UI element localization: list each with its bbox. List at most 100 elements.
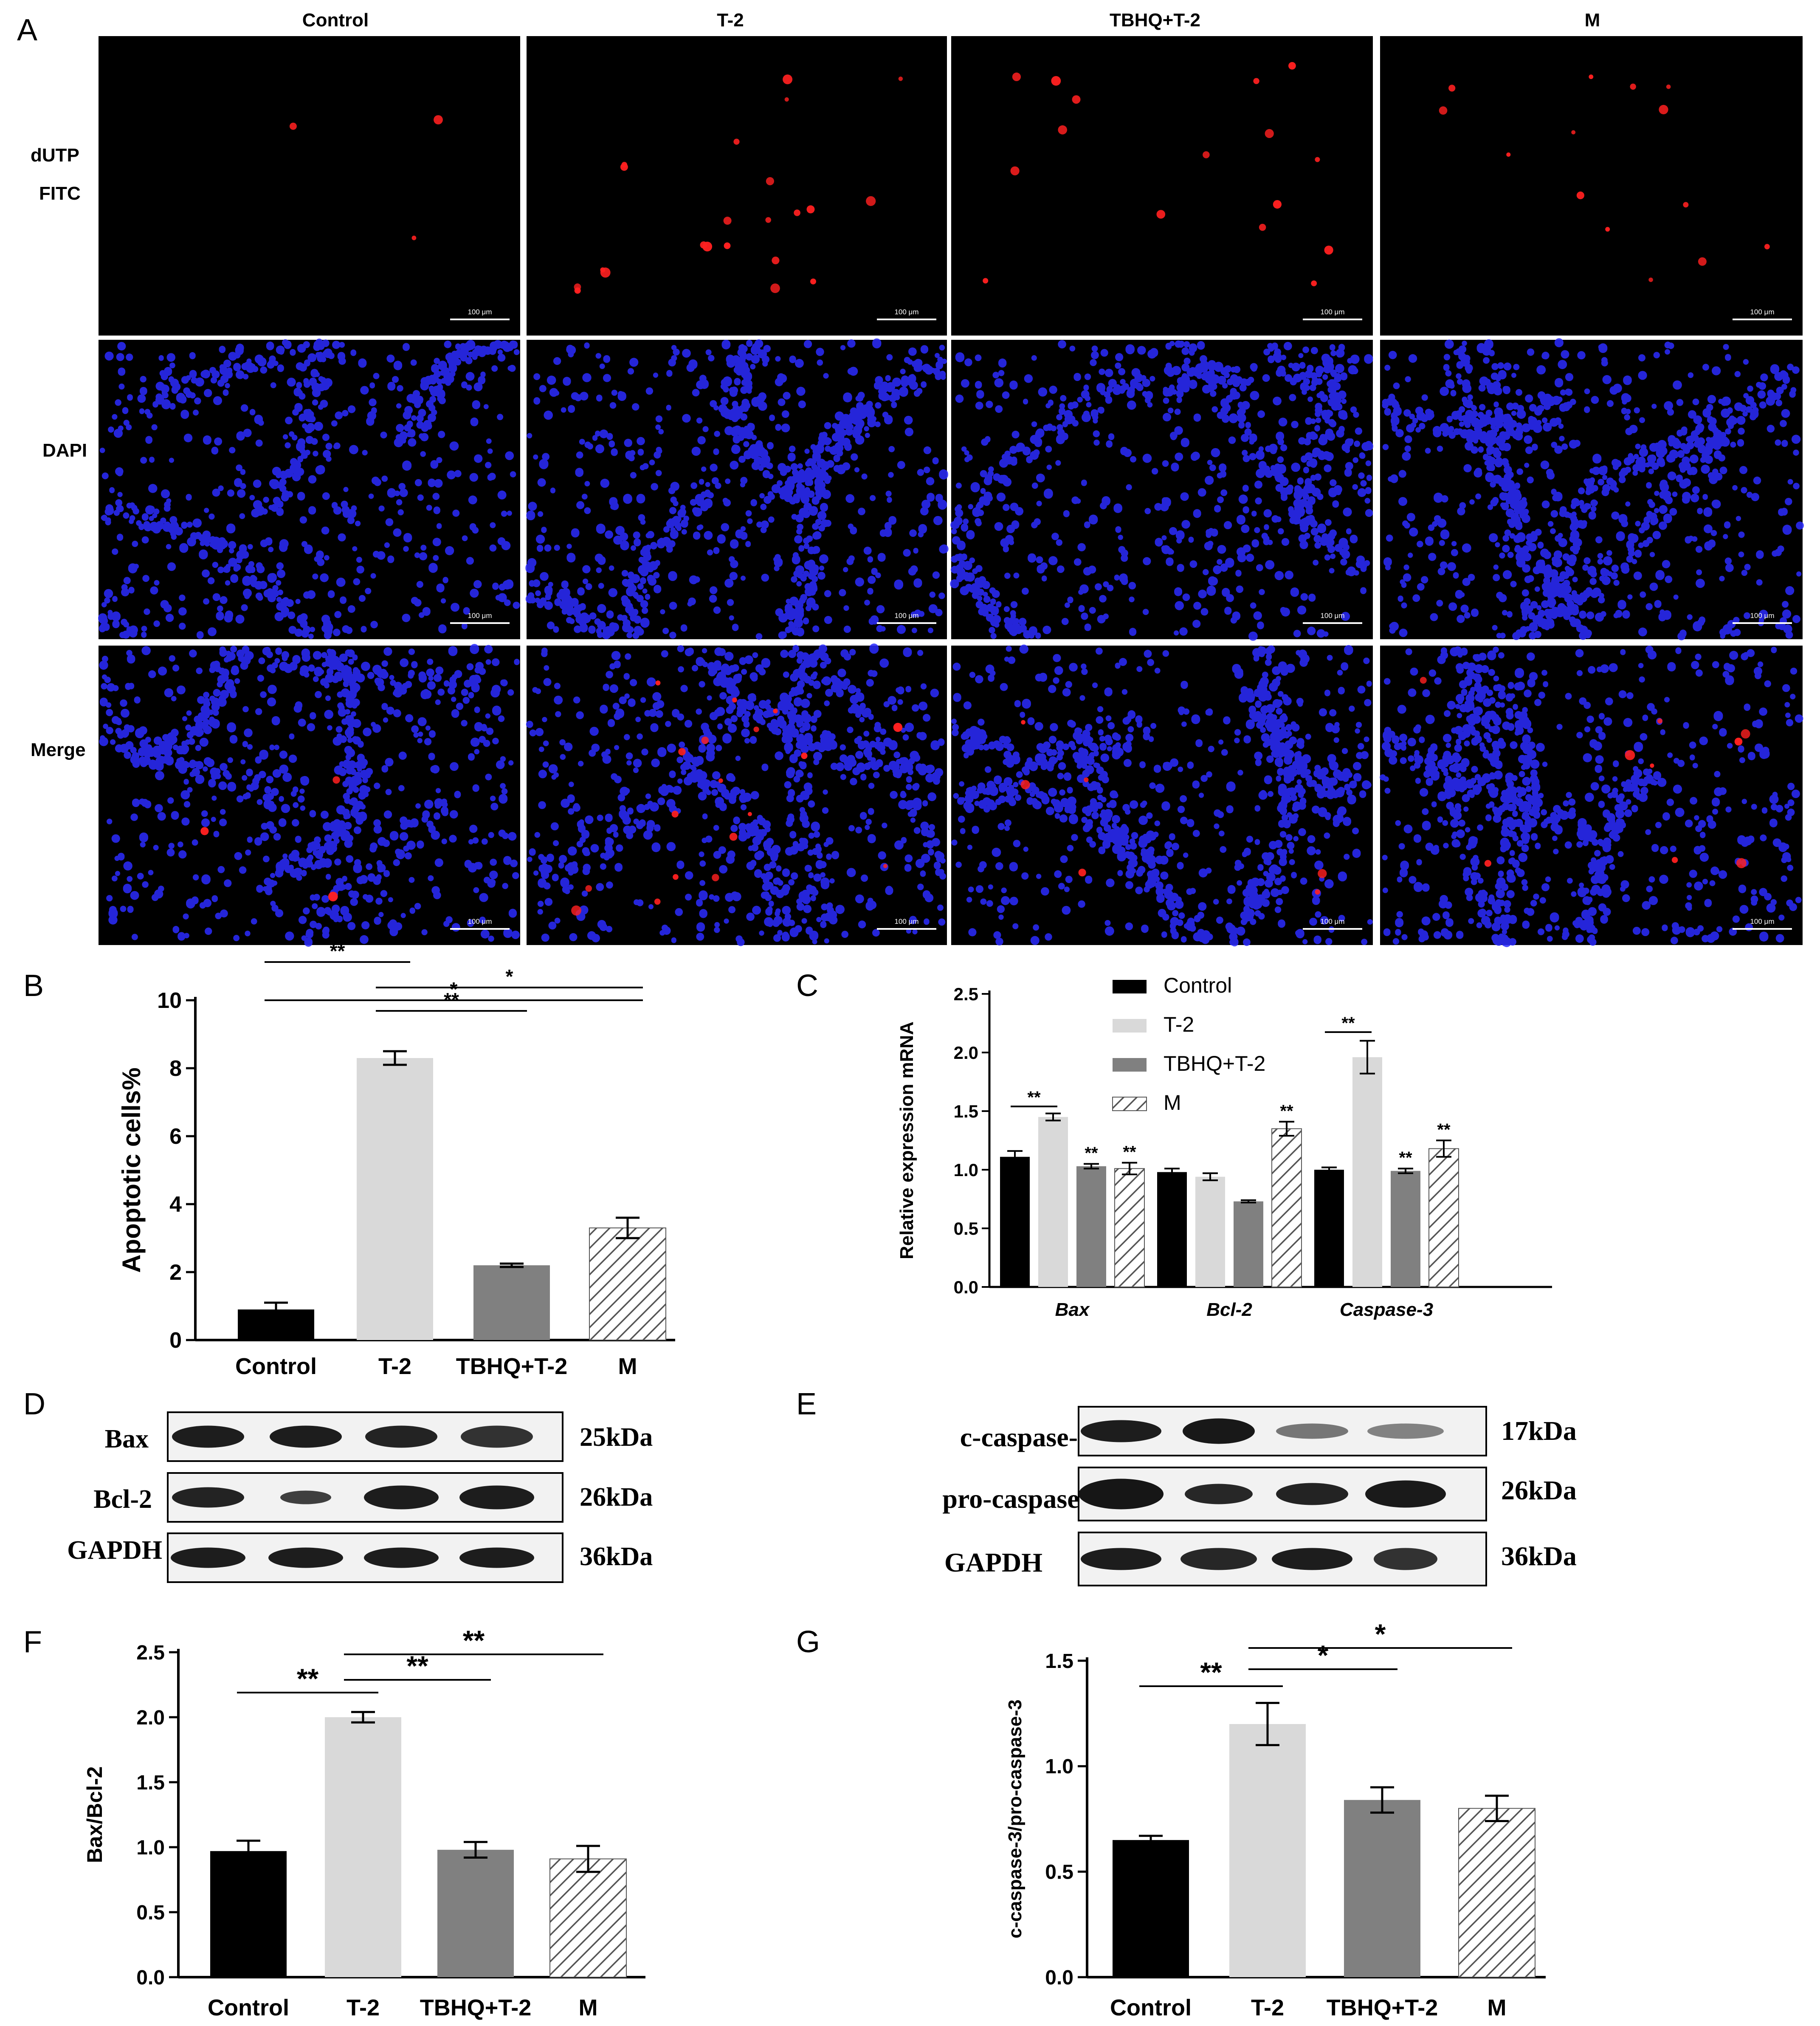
fitc-apoptotic-spot (806, 205, 815, 214)
fitc-apoptotic-spot (328, 892, 338, 902)
y-tick-label: 0 (169, 1328, 182, 1353)
legend-label: TBHQ+T-2 (1164, 1052, 1265, 1075)
panel-g-caspase-ratio-chart: 0.0 0.5 1.0 1.5 c-caspase-3/pro-caspase-3 Con… (1005, 1618, 1546, 2020)
y-tick-label: 10 (157, 988, 182, 1013)
significance-label: ** (1027, 1088, 1041, 1107)
panel-letter-a: A (17, 13, 37, 47)
panel-letter-f: F (23, 1625, 42, 1659)
fitc-apoptotic-spot (655, 680, 661, 686)
column-title: T-2 (717, 10, 744, 31)
fitc-apoptotic-spot (289, 122, 297, 130)
y-tick-label: 0.5 (1045, 1861, 1073, 1883)
micrograph-row2-col1: 100 μm (98, 339, 520, 639)
y-tick-label: 2.5 (136, 1642, 165, 1664)
y-tick-label: 0.0 (954, 1277, 978, 1297)
fitc-apoptotic-spot (1630, 83, 1636, 90)
fitc-apoptotic-spot (1657, 718, 1662, 724)
x-category-label: T-2 (378, 1354, 411, 1379)
significance-label: ** (1123, 1143, 1136, 1161)
dapi-nuclei (950, 340, 1373, 641)
x-category-label: Bax (1055, 1299, 1090, 1320)
fitc-apoptotic-spot (574, 287, 581, 294)
significance-label: ** (297, 1663, 319, 1694)
blot-band (1185, 1484, 1253, 1504)
bar-control (1000, 1157, 1030, 1287)
fitc-apoptotic-spot (883, 864, 887, 868)
fitc-apoptotic-spot (1576, 191, 1584, 200)
fitc-apoptotic-spot (794, 209, 800, 216)
y-tick-label: 4 (169, 1192, 182, 1217)
bar-m (1458, 1808, 1535, 1978)
blot-d-label-gapdh: GAPDH (67, 1536, 162, 1565)
fitc-apoptotic-spot (1012, 72, 1021, 81)
scale-bar-label: 100 μm (1750, 308, 1774, 316)
blot-d-mw-bax: 25kDa (580, 1423, 653, 1452)
fitc-apoptotic-spot (1072, 95, 1081, 104)
scale-bar-label: 100 μm (468, 612, 492, 620)
panel-letter-d: D (23, 1387, 45, 1421)
fitc-apoptotic-spot (621, 162, 628, 168)
legend-label: M (1164, 1091, 1181, 1115)
significance-label: * (1318, 1639, 1329, 1671)
fitc-apoptotic-spot (434, 115, 443, 124)
dapi-nuclei (951, 644, 1373, 947)
y-tick-label: 0.0 (1045, 1967, 1073, 1989)
bar-m (1428, 1148, 1459, 1288)
fitc-apoptotic-spot (773, 708, 778, 714)
scale-bar-label: 100 μm (1750, 917, 1774, 926)
scale-bar-label: 100 μm (894, 917, 918, 926)
significance-label: ** (1085, 1144, 1098, 1163)
micrograph-row1-col1: 100 μm (99, 36, 520, 336)
bar-tbhq-t-2 (1344, 1800, 1420, 1977)
significance-label: * (450, 978, 458, 1000)
y-tick-label: 2 (169, 1260, 182, 1285)
x-category-label: T-2 (347, 1995, 380, 2020)
row-label-fitc: FITC (39, 183, 81, 204)
bar-m (549, 1858, 627, 1978)
bar-tbhq-t-2 (473, 1265, 550, 1340)
fitc-apoptotic-spot (1650, 763, 1654, 768)
bar-t-2 (1038, 1117, 1068, 1287)
y-tick-label: 0.5 (136, 1902, 165, 1924)
blot-band (1374, 1548, 1437, 1570)
panel-letter-g: G (796, 1625, 820, 1659)
y-tick-label: 6 (169, 1124, 182, 1149)
dapi-nuclei (525, 338, 949, 640)
fitc-apoptotic-spot (718, 778, 723, 783)
panel-letter-c: C (796, 969, 818, 1003)
fitc-apoptotic-spot (1448, 85, 1456, 92)
fitc-apoptotic-spot (783, 74, 793, 85)
column-title: Control (302, 10, 369, 31)
y-tick-label: 0.0 (136, 1967, 165, 1989)
fitc-apoptotic-spot (753, 726, 759, 732)
bar-control (1314, 1170, 1344, 1287)
bar-t-2 (357, 1058, 433, 1340)
significance-label: ** (1437, 1120, 1451, 1139)
legend-label: T-2 (1164, 1013, 1194, 1036)
fitc-apoptotic-spot (1625, 750, 1635, 760)
blot-band (461, 1425, 533, 1448)
bar-control (210, 1851, 287, 1977)
y-axis-label: c-caspase-3/pro-caspase-3 (1005, 1699, 1026, 1939)
panel-e-western-blot: c-caspase-3 pro-caspase-3 GAPDH 17kDa 26… (942, 1406, 1577, 1586)
fitc-apoptotic-spot (1021, 720, 1026, 725)
fitc-apoptotic-spot (1051, 76, 1061, 86)
y-tick-label: 1.5 (1045, 1650, 1073, 1673)
blot-band (459, 1485, 534, 1510)
fitc-apoptotic-spot (772, 257, 780, 265)
micrograph-row2-col2: 100 μm (525, 338, 949, 640)
fitc-apoptotic-spot (1734, 737, 1743, 746)
fitc-apoptotic-spot (702, 242, 713, 251)
x-category-label: TBHQ+T-2 (420, 1995, 532, 2020)
fitc-apoptotic-spot (1078, 869, 1086, 877)
fitc-apoptotic-spot (1741, 729, 1750, 739)
blot-band (270, 1425, 342, 1448)
x-category-label: TBHQ+T-2 (456, 1354, 568, 1379)
y-tick-label: 1.5 (136, 1772, 165, 1794)
bar-tbhq-t-2 (437, 1850, 514, 1977)
fitc-apoptotic-spot (1736, 858, 1747, 869)
micrograph-row3-col3: 100 μm (951, 644, 1373, 947)
y-tick-label: 2.0 (136, 1707, 165, 1729)
